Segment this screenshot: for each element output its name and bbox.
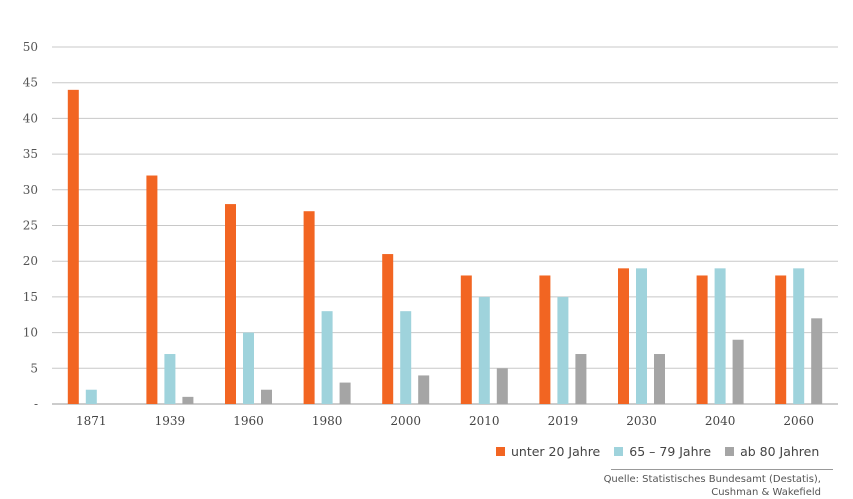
bar-1939-series-2 (164, 354, 176, 404)
bar-2030-series-3 (654, 354, 665, 404)
bar-2060-series-1 (775, 275, 787, 404)
x-tick-label-2030: 2030 (626, 414, 657, 428)
y-axis-ticks: - 5 10 15 20 25 30 35 40 45 50 (23, 40, 38, 411)
x-tick-label-1871: 1871 (76, 414, 107, 428)
source-divider (611, 469, 833, 470)
legend-item-series-3: ab 80 Jahren (725, 444, 819, 459)
y-tick-label: 15 (23, 290, 38, 304)
grid-lines (52, 46, 838, 405)
bars (67, 89, 823, 404)
x-tick-label-2010: 2010 (469, 414, 500, 428)
bar-2060-series-3 (811, 318, 823, 404)
bar-1980-series-3 (339, 382, 351, 404)
legend-item-series-1: unter 20 Jahre (496, 444, 600, 459)
y-tick-label: 45 (23, 76, 38, 90)
bar-2010-series-2 (478, 296, 490, 404)
bar-1939-series-1 (146, 175, 158, 404)
bar-1960-series-3 (261, 389, 272, 404)
y-tick-label: 40 (23, 111, 38, 125)
bar-1871-series-1 (67, 89, 79, 404)
x-tick-label-1939: 1939 (155, 414, 186, 428)
x-tick-label-2000: 2000 (390, 414, 421, 428)
y-tick-label: 25 (23, 219, 38, 233)
y-tick-label: 10 (23, 326, 38, 340)
bar-2000-series-2 (400, 311, 412, 404)
y-tick-label: 50 (23, 40, 38, 54)
source-line-1: Quelle: Statistisches Bundesamt (Destati… (603, 474, 821, 485)
legend-swatch-series-3 (725, 447, 735, 456)
legend-item-series-2: 65 – 79 Jahre (614, 444, 711, 459)
bar-2030-series-1 (618, 268, 629, 404)
source-note: Quelle: Statistisches Bundesamt (Destati… (571, 473, 821, 499)
y-tick-label: - (34, 397, 38, 411)
x-tick-label-1980: 1980 (312, 414, 343, 428)
legend-swatch-series-1 (496, 447, 505, 456)
bar-1939-series-3 (182, 396, 194, 404)
bar-1960-series-2 (243, 332, 254, 404)
bar-2010-series-3 (496, 368, 508, 404)
bar-1980-series-2 (321, 311, 333, 404)
bar-2040-series-1 (696, 275, 708, 404)
bar-2060-series-2 (793, 268, 805, 404)
legend-label-series-1: unter 20 Jahre (511, 444, 601, 459)
y-tick-label: 20 (23, 254, 38, 268)
bar-2040-series-2 (714, 268, 726, 404)
bar-2019-series-2 (557, 296, 569, 404)
bar-2010-series-1 (460, 275, 472, 404)
bar-1871-series-2 (85, 389, 97, 404)
legend: unter 20 Jahre 65 – 79 Jahre ab 80 Jahre… (496, 444, 819, 459)
legend-swatch-series-2 (614, 447, 624, 456)
legend-label-series-2: 65 – 79 Jahre (629, 444, 712, 459)
x-tick-label-2019: 2019 (548, 414, 579, 428)
bar-1980-series-1 (303, 211, 315, 404)
bar-1960-series-1 (225, 204, 236, 404)
x-axis-ticks: 1871 1939 1960 1980 2000 2010 2019 2030 2040 2060 (76, 414, 814, 428)
bar-2019-series-3 (575, 354, 587, 404)
bar-2000-series-3 (418, 375, 430, 404)
bar-2019-series-1 (539, 275, 551, 404)
y-tick-label: 5 (30, 361, 38, 375)
y-tick-label: 30 (23, 183, 38, 197)
bar-2000-series-1 (382, 254, 394, 404)
y-tick-label: 35 (23, 147, 38, 161)
bar-2040-series-3 (732, 339, 744, 404)
x-tick-label-1960: 1960 (233, 414, 264, 428)
bar-2030-series-2 (636, 268, 647, 404)
x-tick-label-2060: 2060 (783, 414, 814, 428)
legend-label-series-3: ab 80 Jahren (740, 444, 820, 459)
source-line-2: Cushman & Wakefield (711, 487, 821, 498)
x-tick-label-2040: 2040 (705, 414, 736, 428)
